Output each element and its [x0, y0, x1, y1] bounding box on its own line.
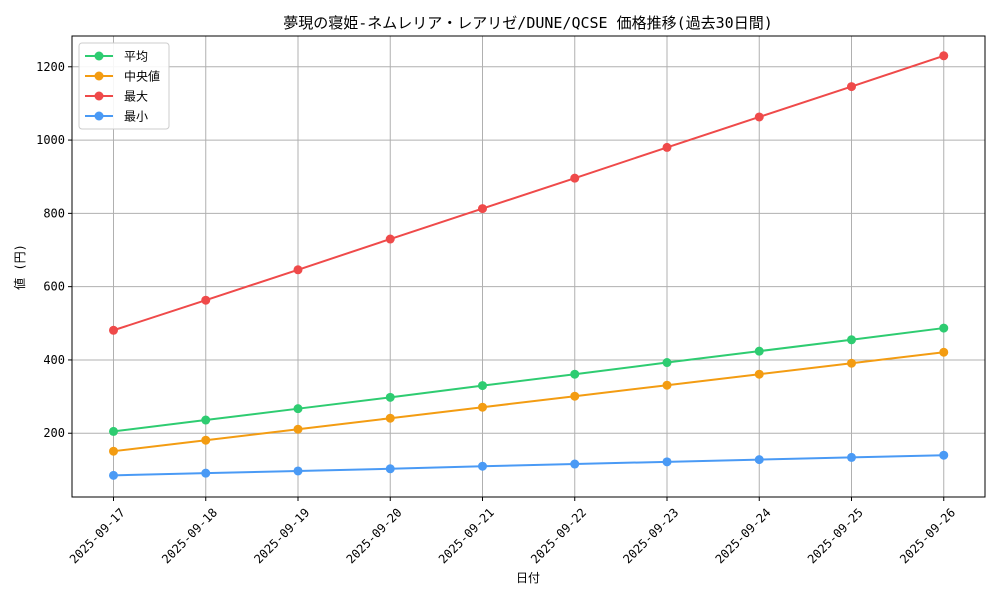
- y-tick-label: 800: [43, 206, 65, 220]
- x-tick-label: 2025-09-17: [67, 505, 128, 566]
- data-point: [385, 464, 395, 474]
- data-point: [478, 461, 487, 471]
- data-point: [847, 335, 856, 345]
- legend-item: 中央値: [85, 69, 160, 84]
- legend-item: 最大: [85, 90, 148, 104]
- data-point: [662, 358, 672, 368]
- data-point: [570, 369, 580, 379]
- data-point: [754, 455, 764, 465]
- data-point: [662, 142, 672, 152]
- y-axis-label: 値 (円): [12, 244, 27, 290]
- legend-box: [78, 42, 170, 130]
- data-point: [847, 82, 856, 92]
- legend-marker: [94, 91, 104, 101]
- y-axis: 200 400 600 800 1000 1200: [36, 60, 72, 440]
- x-tick-label: 2025-09-26: [897, 505, 958, 566]
- legend-label: 中央値: [124, 69, 160, 84]
- data-point: [570, 459, 580, 469]
- data-point: [201, 468, 211, 478]
- grid: [72, 36, 985, 497]
- data-point: [293, 404, 303, 414]
- y-tick-label: 1200: [36, 60, 65, 74]
- data-point: [662, 380, 672, 390]
- data-point: [385, 234, 395, 244]
- data-point: [847, 452, 856, 462]
- y-tick-label: 400: [43, 353, 65, 367]
- legend-marker: [94, 111, 104, 121]
- data-point: [478, 402, 487, 412]
- legend-item: 最小: [85, 110, 148, 124]
- x-tick-label: 2025-09-20: [344, 505, 405, 566]
- data-point: [478, 381, 487, 391]
- data-point: [293, 466, 303, 476]
- data-point: [847, 358, 856, 368]
- x-tick-label: 2025-09-23: [620, 505, 681, 566]
- x-tick-label: 2025-09-19: [251, 505, 312, 566]
- series-line: [113, 54, 945, 332]
- x-axis: 2025-09-17 2025-09-18 2025-09-19 2025-09-20…: [67, 497, 958, 566]
- series-layer: [109, 51, 949, 480]
- x-tick-label: 2025-09-24: [713, 505, 774, 566]
- data-point: [939, 347, 949, 357]
- plot-frame: [71, 35, 986, 498]
- data-point: [201, 295, 211, 305]
- data-point: [201, 435, 211, 445]
- data-point: [754, 112, 764, 122]
- x-tick-label: 2025-09-21: [436, 505, 497, 566]
- data-point: [478, 204, 487, 214]
- series-0: [109, 323, 949, 436]
- series-line: [113, 327, 944, 433]
- data-point: [385, 392, 395, 402]
- y-tick-label: 200: [43, 426, 65, 440]
- x-axis-label: 日付: [516, 571, 540, 585]
- x-tick-label: 2025-09-18: [159, 505, 220, 566]
- data-point: [570, 391, 580, 401]
- series-3: [109, 450, 949, 480]
- data-point: [754, 346, 764, 356]
- data-point: [109, 325, 118, 335]
- legend-marker: [94, 71, 104, 81]
- data-point: [109, 446, 118, 456]
- data-point: [939, 323, 949, 333]
- data-point: [293, 265, 303, 275]
- y-tick-label: 600: [43, 280, 65, 294]
- legend-marker: [94, 51, 104, 61]
- data-point: [939, 51, 949, 61]
- data-point: [109, 470, 118, 480]
- series-line: [113, 351, 944, 453]
- data-point: [109, 426, 118, 436]
- data-point: [754, 369, 764, 379]
- data-point: [293, 424, 303, 434]
- data-point: [570, 173, 580, 183]
- series-1: [109, 347, 949, 456]
- data-point: [201, 415, 211, 425]
- series-2: [109, 51, 949, 335]
- chart-title: 夢現の寝姫-ネムレリア・レアリゼ/DUNE/QCSE 価格推移(過去30日間): [283, 14, 773, 32]
- legend-label: 平均: [124, 50, 148, 64]
- x-tick-label: 2025-09-22: [528, 505, 589, 566]
- x-tick-label: 2025-09-25: [805, 505, 866, 566]
- legend-label: 最小: [124, 110, 148, 124]
- legend-label: 最大: [124, 90, 148, 104]
- data-point: [662, 457, 672, 467]
- data-point: [939, 450, 949, 460]
- y-tick-label: 1000: [36, 133, 65, 147]
- legend-item: 平均: [85, 50, 148, 64]
- series-line: [113, 454, 944, 477]
- data-point: [385, 413, 395, 423]
